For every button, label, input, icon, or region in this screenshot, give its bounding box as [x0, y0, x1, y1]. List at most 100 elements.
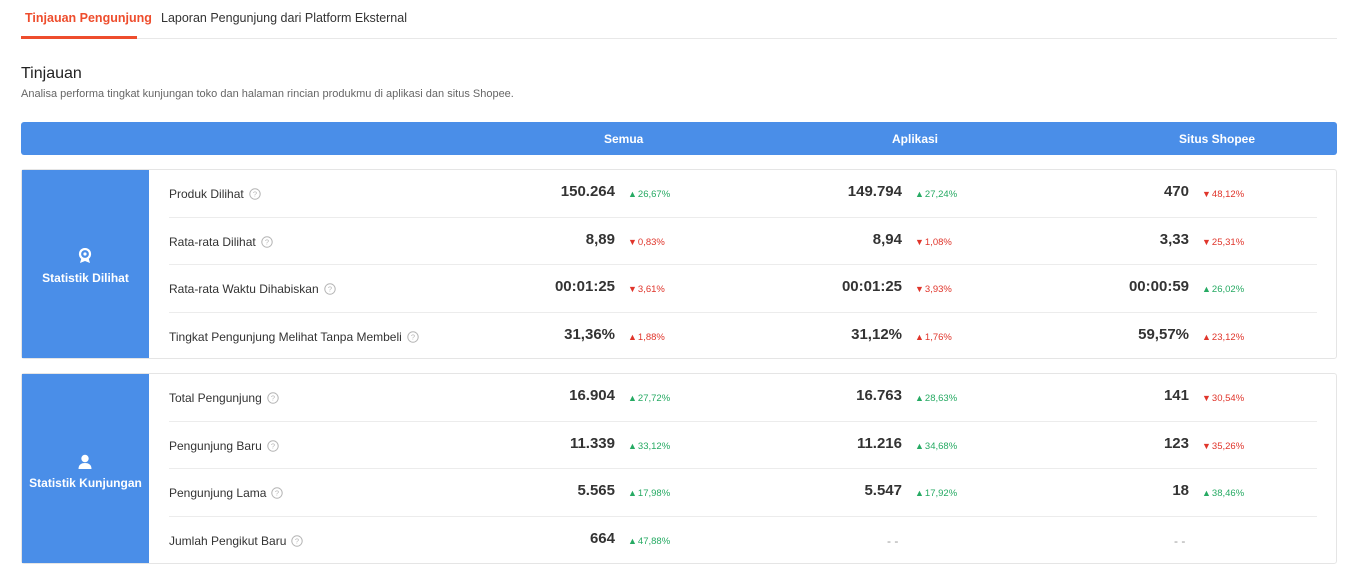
metric-value: 664 — [589, 529, 615, 547]
change-indicator: ▲47,88% — [628, 536, 670, 547]
metric-label-text: Total Pengunjung — [169, 391, 262, 405]
change-percent: 17,98% — [637, 488, 671, 499]
arrow-down-icon: ▼ — [1202, 440, 1211, 451]
help-icon[interactable]: ? — [323, 283, 336, 295]
metric-row-total-pengunjung: Total Pengunjung? 16.904 ▲27,72% 16.763 ▲28,… — [169, 374, 1317, 422]
metric-value: 31,36% — [564, 325, 615, 343]
help-icon[interactable]: ? — [267, 439, 279, 452]
metric-value: 149.794 — [847, 183, 902, 200]
change-percent: 30,54% — [1211, 393, 1245, 404]
column-header-bar: Semua Aplikasi Situs Shopee — [21, 122, 1337, 155]
tab-laporan-platform-eksternal[interactable]: Laporan Pengunjung dari Platform Ekstern… — [161, 11, 407, 25]
metric-value: 59,57% — [1138, 325, 1189, 343]
help-icon[interactable]: ? — [249, 188, 261, 200]
change-indicator: ▲1,88% — [628, 332, 665, 343]
change-percent: 1,88% — [637, 331, 665, 343]
help-icon[interactable]: ? — [267, 392, 279, 404]
arrow-up-icon: ▲ — [628, 189, 637, 199]
arrow-up-icon: ▲ — [915, 488, 924, 498]
svg-text:?: ? — [271, 394, 275, 403]
change-indicator: ▲26,02% — [1202, 284, 1244, 295]
metric-row-jumlah-pengikut-baru: Jumlah Pengikut Baru? 664 ▲47,88% - - - - — [169, 517, 1317, 565]
arrow-down-icon: ▼ — [628, 236, 637, 247]
group-label: Statistik Kunjungan — [29, 476, 142, 490]
change-indicator: ▼3,93% — [915, 284, 952, 295]
metric-row-rata-rata-dilihat: Rata-rata Dilihat? 8,89 ▼0,83% 8,94 ▼1,08% 3,… — [169, 218, 1317, 265]
metric-row-tingkat-pengunjung-melihat-tanpa-membeli: Tingkat Pengunjung Melihat Tanpa Membeli… — [169, 313, 1317, 361]
empty-value: - - — [1174, 533, 1186, 548]
metric-label-text: Jumlah Pengikut Baru — [169, 533, 287, 548]
group-side-panel: Statistik Kunjungan — [22, 374, 149, 563]
metric-label-text: Rata-rata Waktu Dihabiskan — [169, 282, 319, 296]
arrow-down-icon: ▼ — [1202, 393, 1211, 403]
metric-value: 8,94 — [872, 230, 902, 248]
help-icon[interactable]: ? — [261, 235, 273, 248]
change-indicator: ▼0,83% — [628, 237, 665, 248]
change-indicator: ▲27,24% — [915, 189, 957, 200]
metric-label-text: Rata-rata Dilihat — [169, 234, 256, 249]
metric-value: 11.216 — [856, 434, 902, 452]
change-percent: 38,46% — [1211, 488, 1245, 499]
change-percent: 25,31% — [1211, 236, 1245, 248]
change-percent: 23,12% — [1211, 331, 1245, 343]
arrow-up-icon: ▲ — [915, 440, 924, 451]
arrow-up-icon: ▲ — [628, 488, 637, 498]
change-percent: 33,12% — [637, 440, 671, 452]
group-label: Statistik Dilihat — [42, 271, 129, 285]
change-indicator: ▲17,92% — [915, 488, 957, 499]
change-percent: 28,63% — [924, 393, 958, 404]
metric-label: Produk Dilihat? — [169, 187, 261, 201]
change-percent: 35,26% — [1211, 440, 1245, 452]
metric-label: Pengunjung Baru? — [169, 439, 279, 453]
metric-label: Rata-rata Dilihat? — [169, 235, 273, 249]
change-percent: 1,08% — [924, 236, 952, 248]
metric-value: 5.547 — [864, 482, 902, 499]
metric-value: 00:00:59 — [1128, 278, 1189, 295]
metric-value: 3,33 — [1159, 230, 1189, 248]
change-percent: 27,72% — [637, 393, 671, 404]
change-percent: 47,88% — [637, 535, 671, 547]
group-statistik-dilihat: Statistik Dilihat Produk Dilihat? 150.264… — [21, 169, 1337, 359]
change-indicator: ▲1,76% — [915, 332, 952, 343]
change-percent: 26,67% — [637, 189, 671, 200]
svg-text:?: ? — [271, 441, 275, 450]
metric-label-text: Pengunjung Lama — [169, 486, 267, 500]
metric-value: 141 — [1163, 387, 1189, 404]
group-side-panel: Statistik Dilihat — [22, 170, 149, 358]
help-icon[interactable]: ? — [407, 330, 419, 343]
arrow-down-icon: ▼ — [915, 236, 924, 247]
metric-value: 11.339 — [569, 434, 615, 452]
metric-value: 16.763 — [856, 387, 902, 404]
change-percent: 3,61% — [637, 284, 665, 295]
arrow-up-icon: ▲ — [628, 331, 637, 342]
change-percent: 17,92% — [924, 488, 958, 499]
metric-label-text: Tingkat Pengunjung Melihat Tanpa Membeli — [169, 329, 402, 344]
arrow-up-icon: ▲ — [915, 393, 924, 403]
change-indicator: ▲34,68% — [915, 441, 957, 452]
tab-tinjauan-pengunjung[interactable]: Tinjauan Pengunjung — [25, 11, 152, 25]
badge-icon — [78, 248, 92, 263]
arrow-up-icon: ▲ — [628, 393, 637, 403]
svg-text:?: ? — [253, 190, 257, 199]
arrow-down-icon: ▼ — [915, 284, 924, 294]
change-indicator: ▼1,08% — [915, 237, 952, 248]
metric-value: 00:01:25 — [841, 278, 902, 295]
metric-label: Pengunjung Lama? — [169, 486, 284, 500]
arrow-up-icon: ▲ — [628, 440, 637, 451]
metric-value: 31,12% — [851, 325, 902, 343]
group-statistik-kunjungan: Statistik Kunjungan Total Pengunjung? 16.… — [21, 373, 1337, 564]
arrow-down-icon: ▼ — [628, 284, 637, 294]
change-indicator: ▼25,31% — [1202, 237, 1244, 248]
arrow-up-icon: ▲ — [1202, 284, 1211, 294]
svg-text:?: ? — [328, 285, 332, 294]
metric-row-pengunjung-baru: Pengunjung Baru? 11.339 ▲33,12% 11.216 ▲34,6… — [169, 422, 1317, 469]
help-icon[interactable]: ? — [271, 487, 284, 499]
change-indicator: ▲38,46% — [1202, 488, 1244, 499]
metric-label-text: Pengunjung Baru — [169, 438, 262, 453]
help-icon[interactable]: ? — [291, 534, 304, 547]
metric-value: 150.264 — [560, 183, 615, 200]
section-title: Tinjauan — [21, 65, 82, 82]
arrow-up-icon: ▲ — [1202, 331, 1211, 342]
arrow-up-icon: ▲ — [915, 189, 924, 199]
metric-row-pengunjung-lama: Pengunjung Lama? 5.565 ▲17,98% 5.547 ▲17,92%… — [169, 469, 1317, 517]
